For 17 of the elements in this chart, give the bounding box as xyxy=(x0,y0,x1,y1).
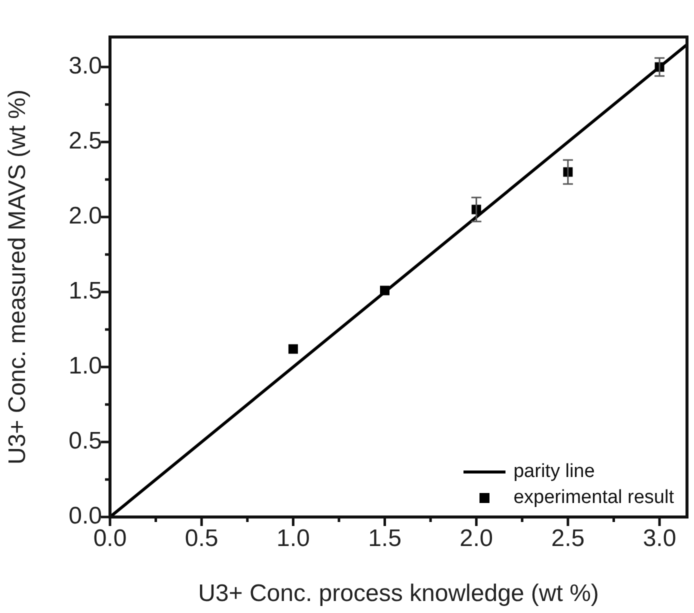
legend-label: experimental result xyxy=(513,487,675,508)
y-axis-title: U3+ Conc. measured MAVS (wt %) xyxy=(4,89,32,465)
x-tick-label: 0.5 xyxy=(184,525,218,552)
y-tick-label: 2.5 xyxy=(68,128,102,155)
x-tick-label: 3.0 xyxy=(642,525,676,552)
x-tick-label: 2.5 xyxy=(551,525,585,552)
x-tick-label: 2.0 xyxy=(460,525,494,552)
point xyxy=(288,344,298,354)
y-tick-label: 3.0 xyxy=(68,52,102,80)
x-tick-label: 1.5 xyxy=(368,525,402,552)
x-tick-label: 1.0 xyxy=(276,525,310,552)
x-axis-title: U3+ Conc. process knowledge (wt %) xyxy=(198,580,599,608)
y-tick-label: 0.5 xyxy=(68,428,102,455)
legend-label: parity line xyxy=(513,461,595,482)
y-tick-label: 1.0 xyxy=(68,352,102,380)
y-tick-label: 1.5 xyxy=(68,278,102,305)
y-tick-label: 2.0 xyxy=(68,202,102,230)
